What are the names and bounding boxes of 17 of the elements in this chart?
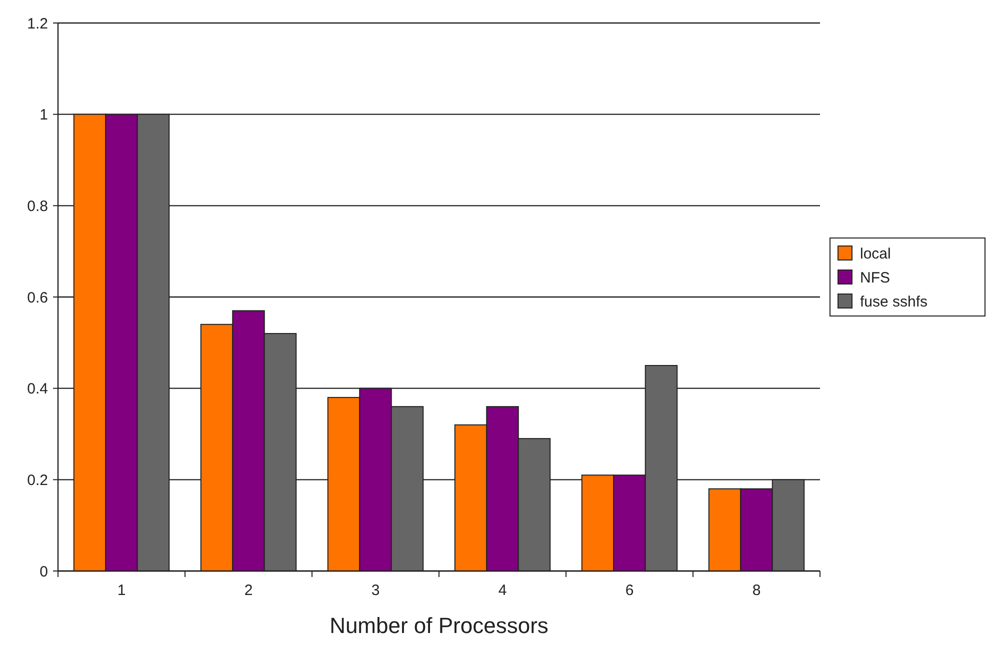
x-tick-label: 8 [752, 582, 761, 599]
y-tick-label: 0 [40, 563, 48, 580]
x-axis-title: Number of Processors [330, 613, 548, 638]
y-tick-label: 1 [40, 106, 48, 124]
x-tick-label: 2 [244, 582, 253, 599]
y-tick-label: 0.2 [27, 472, 48, 489]
y-tick-label: 0.8 [27, 198, 48, 215]
legend-label: NFS [860, 269, 890, 286]
x-tick-label: 3 [371, 582, 380, 599]
x-tick-label: 1 [117, 582, 126, 599]
y-tick-label: 0.4 [27, 380, 48, 398]
legend-label: fuse sshfs [860, 293, 928, 310]
legend-label: local [860, 245, 891, 262]
y-tick-label: 0.6 [27, 289, 48, 306]
x-tick-label: 6 [625, 582, 634, 599]
y-tick-label: 1.2 [27, 15, 48, 32]
x-tick-label: 4 [498, 582, 507, 599]
